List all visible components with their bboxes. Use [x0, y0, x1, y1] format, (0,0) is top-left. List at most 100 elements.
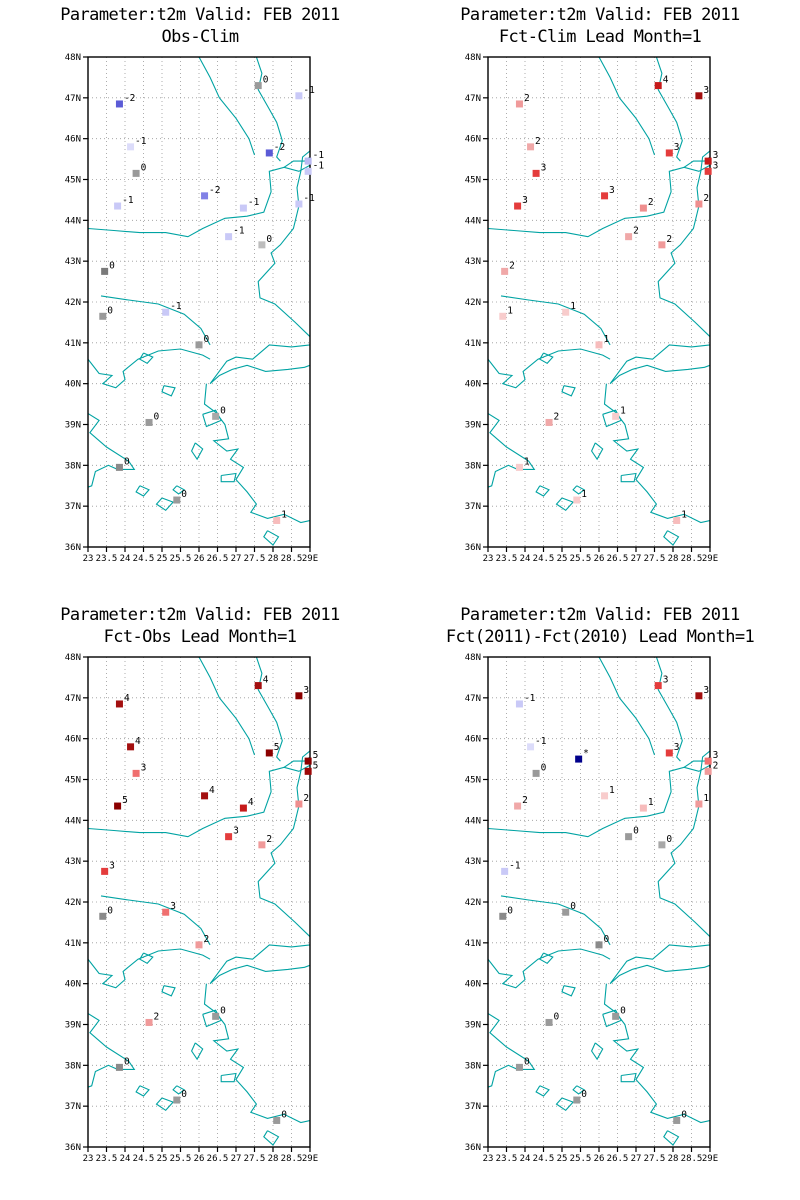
svg-text:0: 0: [124, 456, 130, 467]
svg-text:28.5: 28.5: [681, 1154, 703, 1164]
svg-text:0: 0: [524, 1056, 530, 1067]
svg-text:1: 1: [604, 334, 610, 345]
svg-text:26.5: 26.5: [607, 1154, 629, 1164]
svg-text:0: 0: [204, 334, 210, 345]
svg-text:46N: 46N: [465, 735, 481, 745]
panel-title: Parameter:t2m Valid: FEB 2011: [460, 605, 740, 625]
svg-text:4: 4: [209, 785, 215, 796]
svg-text:-1: -1: [535, 736, 547, 747]
station-marker: 2: [195, 934, 209, 949]
station-marker: -1: [295, 193, 315, 208]
svg-text:25: 25: [557, 554, 568, 564]
svg-text:2: 2: [633, 226, 639, 237]
svg-text:3: 3: [663, 675, 669, 686]
coastlines: [88, 657, 310, 1146]
station-marker: 1: [595, 334, 610, 349]
svg-text:0: 0: [507, 905, 513, 916]
panel-title-block: Parameter:t2m Valid: FEB 2011 Fct-Obs Le…: [0, 604, 400, 648]
station-marker: 2: [704, 760, 719, 775]
svg-text:44N: 44N: [465, 216, 481, 226]
station-marker: 2: [527, 136, 541, 151]
svg-text:48N: 48N: [65, 653, 81, 663]
station-marker: 0: [625, 826, 639, 841]
svg-text:3: 3: [703, 685, 709, 696]
svg-text:0: 0: [141, 162, 147, 173]
svg-text:44N: 44N: [465, 816, 481, 826]
svg-text:1: 1: [507, 305, 513, 316]
station-marker: 3: [132, 762, 147, 777]
map-plot-fct2011-fct2010: 48N47N46N45N44N43N42N41N40N39N38N37N36N2…: [465, 653, 719, 1164]
station-marker: 5: [265, 742, 280, 757]
svg-text:2: 2: [648, 197, 654, 208]
svg-text:3: 3: [141, 762, 147, 773]
svg-text:3: 3: [713, 160, 719, 171]
svg-text:2: 2: [554, 411, 560, 422]
svg-text:0: 0: [109, 260, 115, 271]
svg-text:0: 0: [263, 75, 269, 86]
svg-text:0: 0: [107, 305, 113, 316]
svg-text:27: 27: [631, 1154, 642, 1164]
station-marker: 3: [704, 160, 719, 175]
station-marker: 0: [195, 334, 210, 349]
station-marker: 0: [658, 834, 672, 849]
svg-text:0: 0: [554, 1011, 560, 1022]
svg-text:26: 26: [194, 554, 205, 564]
svg-text:45N: 45N: [465, 776, 481, 786]
svg-text:1: 1: [524, 456, 530, 467]
station-marker: 4: [254, 675, 269, 690]
station-marker: 0: [254, 75, 269, 90]
station-marker: 2: [501, 260, 515, 275]
svg-text:2: 2: [509, 260, 515, 271]
station-marker: 5: [304, 750, 318, 765]
svg-text:26.5: 26.5: [607, 554, 629, 564]
station-marker: 4: [127, 736, 141, 751]
svg-text:-1: -1: [313, 160, 325, 171]
station-marker: 0: [499, 905, 513, 920]
svg-text:-1: -1: [248, 197, 260, 208]
station-marker: 1: [562, 301, 576, 316]
svg-text:2: 2: [713, 760, 719, 771]
svg-text:25.5: 25.5: [170, 1154, 192, 1164]
gridlines: [88, 57, 310, 547]
svg-text:27: 27: [631, 554, 642, 564]
station-marker: -1: [515, 693, 536, 708]
svg-text:36N: 36N: [65, 1143, 81, 1153]
svg-text:26: 26: [594, 1154, 605, 1164]
svg-text:40N: 40N: [65, 380, 81, 390]
station-marker: 3: [295, 685, 309, 700]
station-marker: 0: [145, 411, 160, 426]
svg-text:23.5: 23.5: [496, 1154, 518, 1164]
svg-text:0: 0: [570, 901, 576, 912]
svg-text:1: 1: [620, 405, 626, 416]
svg-text:48N: 48N: [65, 53, 81, 63]
svg-text:-1: -1: [313, 150, 325, 161]
svg-text:0: 0: [666, 834, 672, 845]
station-marker: 0: [532, 762, 547, 777]
svg-text:45N: 45N: [65, 776, 81, 786]
svg-text:25: 25: [557, 1154, 568, 1164]
svg-text:2: 2: [522, 795, 528, 806]
svg-text:0: 0: [281, 1109, 287, 1120]
svg-text:44N: 44N: [65, 816, 81, 826]
svg-text:36N: 36N: [65, 543, 81, 553]
panel-title-block: Parameter:t2m Valid: FEB 2011 Fct(2011)-…: [400, 604, 800, 648]
svg-text:45N: 45N: [465, 176, 481, 186]
gridlines: [488, 657, 710, 1147]
svg-text:26: 26: [594, 554, 605, 564]
svg-text:-1: -1: [135, 136, 147, 147]
svg-text:29E: 29E: [302, 1154, 318, 1164]
axis-labels: 48N47N46N45N44N43N42N41N40N39N38N37N36N2…: [465, 53, 718, 564]
svg-text:38N: 38N: [465, 1061, 481, 1071]
svg-text:0: 0: [541, 762, 547, 773]
svg-text:1: 1: [703, 793, 709, 804]
station-marker: 1: [515, 456, 530, 471]
svg-text:-1: -1: [303, 85, 315, 96]
station-marker: 0: [562, 901, 576, 916]
station-marker: 1: [499, 305, 513, 320]
svg-text:3: 3: [713, 150, 719, 161]
svg-text:25.5: 25.5: [570, 554, 592, 564]
station-marker: 0: [258, 234, 272, 249]
